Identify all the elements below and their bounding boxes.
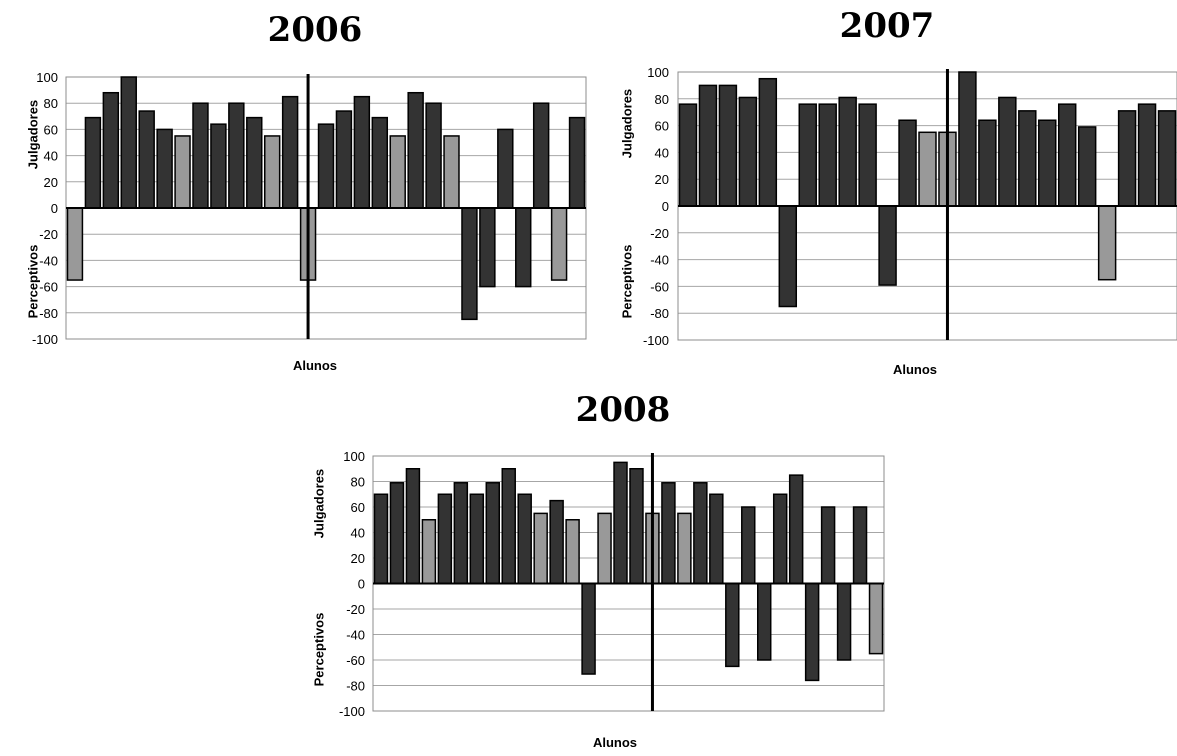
y-tick-label: -80 — [346, 679, 365, 694]
bar — [804, 582, 820, 682]
bar — [421, 519, 437, 585]
y-tick-label: -60 — [650, 279, 669, 294]
bar — [725, 582, 740, 668]
y-tick-label: -20 — [650, 226, 669, 241]
bar — [437, 493, 453, 585]
y-tick-label: -40 — [650, 253, 669, 268]
y-tick-label: 0 — [662, 199, 669, 214]
bar — [741, 506, 756, 585]
y-tick-label: 20 — [655, 172, 669, 187]
y-tick-label: 100 — [647, 65, 669, 80]
bar — [868, 582, 884, 655]
bar — [533, 512, 548, 585]
bar — [757, 582, 772, 661]
y-tick-label: -60 — [39, 280, 58, 295]
bar — [788, 474, 804, 585]
bar — [405, 468, 421, 585]
bar — [373, 493, 389, 585]
y-tick-label: -100 — [643, 333, 669, 348]
y-tick-label: 20 — [351, 551, 365, 566]
x-axis-label: Alunos — [292, 358, 338, 373]
bar — [820, 506, 836, 585]
bar — [661, 482, 676, 585]
x-axis-label: Alunos — [592, 735, 638, 750]
y-tick-label: -20 — [39, 227, 58, 242]
bar — [549, 499, 564, 585]
y-tick-label: 80 — [655, 92, 669, 107]
x-axis-label: Alunos — [892, 362, 938, 377]
y-tick-label: 80 — [44, 96, 58, 111]
bar — [517, 493, 532, 585]
y-tick-label: 60 — [44, 122, 58, 137]
y-tick-label: 20 — [44, 175, 58, 190]
bar — [852, 506, 868, 585]
y-tick-label: 40 — [351, 526, 365, 541]
bar — [565, 519, 580, 585]
y-tick-label: 80 — [351, 475, 365, 490]
bar — [453, 482, 469, 585]
bar — [629, 468, 644, 585]
bar — [485, 482, 500, 585]
bar — [389, 482, 405, 585]
bar — [469, 493, 485, 585]
y-tick-label: 60 — [655, 119, 669, 134]
y-tick-label: 40 — [44, 149, 58, 164]
y-tick-label: 100 — [343, 449, 365, 464]
y-tick-label: -100 — [32, 332, 58, 347]
bar — [772, 493, 788, 585]
y-tick-label: -80 — [650, 306, 669, 321]
y-tick-label: -40 — [346, 628, 365, 643]
y-tick-label: 40 — [655, 145, 669, 160]
y-tick-label: 60 — [351, 500, 365, 515]
y-tick-label: 100 — [36, 70, 58, 85]
bar — [836, 582, 852, 661]
bar — [709, 493, 724, 585]
bar — [581, 582, 596, 675]
chart-title: 2007 — [839, 6, 935, 46]
bar — [597, 512, 612, 585]
y-tick-label: -80 — [39, 306, 58, 321]
chart-title: 2006 — [267, 10, 363, 50]
y-tick-label: -40 — [39, 253, 58, 268]
y-tick-label: -100 — [339, 704, 365, 719]
bar — [613, 461, 628, 585]
y-tick-label: 0 — [51, 201, 58, 216]
bar — [693, 482, 708, 585]
y-tick-label: 0 — [358, 577, 365, 592]
y-tick-label: -20 — [346, 602, 365, 617]
bar — [501, 468, 516, 585]
bar — [677, 512, 692, 585]
chart-title: 2008 — [575, 390, 671, 430]
y-tick-label: -60 — [346, 653, 365, 668]
